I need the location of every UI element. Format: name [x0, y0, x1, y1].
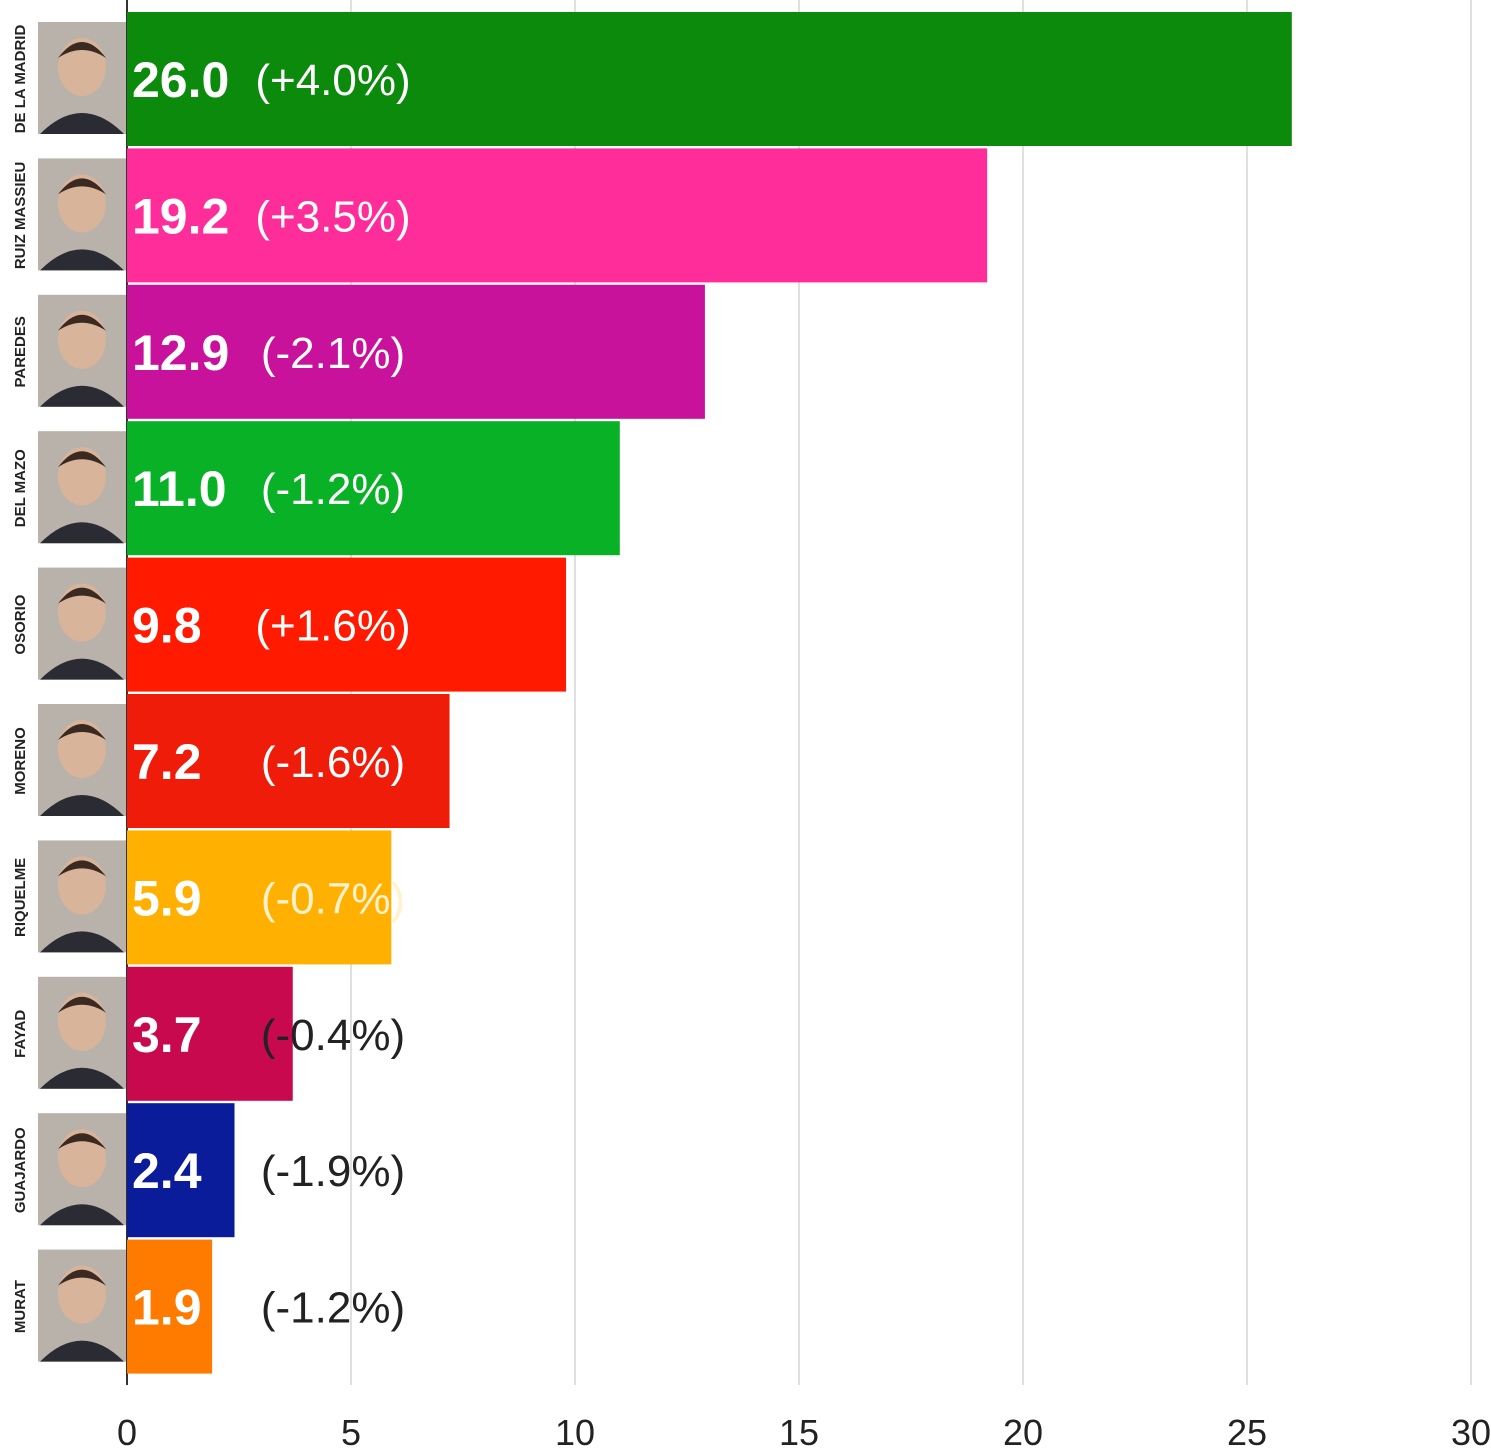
- bar: [127, 694, 450, 828]
- change-label: (+3.5%): [255, 192, 410, 241]
- x-tick-label: 15: [779, 1412, 819, 1451]
- shoulders-shape: [40, 1204, 124, 1226]
- candidate-photo: [38, 22, 126, 134]
- candidate-photo: [38, 1113, 126, 1226]
- change-label: (-1.9%): [261, 1147, 405, 1196]
- change-label: (-1.6%): [261, 738, 405, 787]
- value-label: 2.4: [132, 1143, 202, 1199]
- bar: [127, 421, 620, 556]
- candidate-name: MURAT: [12, 1280, 29, 1333]
- face-shape: [58, 1129, 106, 1188]
- value-label: 12.9: [132, 325, 229, 381]
- value-label: 9.8: [132, 598, 202, 654]
- change-label: (-0.4%): [261, 1011, 405, 1060]
- change-label: (+1.6%): [255, 602, 410, 651]
- bars: [127, 12, 1292, 1374]
- face-shape: [58, 856, 106, 915]
- x-tick-label: 0: [117, 1412, 137, 1451]
- change-label: (-0.7%): [261, 874, 405, 923]
- shoulders-shape: [40, 1067, 124, 1089]
- change-label: (-1.2%): [261, 1284, 405, 1333]
- hair-shape: [58, 996, 106, 1013]
- candidate-photos: [38, 22, 126, 1362]
- change-labels: (+4.0%) (+3.5%) (-2.1%) (-1.2%) (+1.6%) (-1.6…: [255, 56, 410, 1333]
- value-label: 5.9: [132, 870, 202, 926]
- candidate-photo: [38, 1249, 126, 1362]
- candidate-name: MORENO: [12, 727, 29, 795]
- candidate-photo: [38, 567, 126, 680]
- shoulders-shape: [40, 522, 124, 544]
- bar: [127, 966, 293, 1101]
- shoulders-shape: [40, 931, 124, 953]
- candidate-photo: [38, 704, 126, 816]
- hair-shape: [58, 724, 106, 740]
- change-label: (-1.2%): [261, 465, 405, 514]
- candidate-name: GUAJARDO: [12, 1127, 29, 1213]
- face-shape: [58, 447, 106, 506]
- face-shape: [58, 38, 106, 96]
- bar: [127, 1103, 235, 1238]
- x-axis-ticks: 0 5 10 15 20 25 30: [117, 1412, 1491, 1451]
- x-tick-label: 20: [1003, 1412, 1043, 1451]
- change-label: (-2.1%): [261, 329, 405, 378]
- hair-shape: [58, 42, 106, 58]
- shoulders-shape: [40, 385, 124, 407]
- x-tick-label: 10: [555, 1412, 595, 1451]
- value-label: 26.0: [132, 52, 229, 108]
- bar: [127, 12, 1292, 146]
- hair-shape: [58, 860, 106, 877]
- candidate-photo: [38, 840, 126, 953]
- candidate-photo: [38, 294, 126, 407]
- face-shape: [58, 583, 106, 642]
- face-shape: [58, 992, 106, 1051]
- x-tick-label: 25: [1227, 1412, 1267, 1451]
- face-shape: [58, 720, 106, 778]
- bar: [127, 148, 988, 283]
- hair-shape: [58, 1269, 106, 1286]
- value-label: 11.0: [132, 461, 227, 517]
- hair-shape: [58, 1133, 106, 1150]
- hair-shape: [58, 587, 106, 604]
- shoulders-shape: [40, 113, 124, 134]
- value-label: 19.2: [132, 188, 229, 244]
- candidate-photo: [38, 158, 126, 271]
- candidate-name: FAYAD: [12, 1010, 29, 1058]
- shoulders-shape: [40, 658, 124, 680]
- candidate-names: DE LA MADRID RUIZ MASSIEU PAREDES DEL MAZO O…: [12, 25, 29, 1334]
- face-shape: [58, 1265, 106, 1324]
- candidate-name: RIQUELME: [12, 858, 29, 937]
- bar: [127, 1239, 213, 1374]
- candidate-photo: [38, 976, 126, 1089]
- shoulders-shape: [40, 249, 124, 271]
- hair-shape: [58, 451, 106, 468]
- bar: [127, 284, 705, 419]
- value-label: 1.9: [132, 1280, 202, 1336]
- value-label: 7.2: [132, 734, 202, 790]
- candidate-name: DE LA MADRID: [12, 25, 29, 134]
- change-label: (+4.0%): [255, 56, 410, 105]
- candidate-name: PAREDES: [12, 316, 29, 387]
- hair-shape: [58, 178, 106, 195]
- candidate-name: DEL MAZO: [12, 449, 29, 527]
- shoulders-shape: [40, 1340, 124, 1362]
- face-shape: [58, 174, 106, 233]
- face-shape: [58, 310, 106, 369]
- candidate-name: OSORIO: [12, 594, 29, 654]
- candidate-name: RUIZ MASSIEU: [12, 162, 29, 270]
- x-tick-label: 5: [341, 1412, 361, 1451]
- shoulders-shape: [40, 795, 124, 816]
- bar: [127, 557, 567, 692]
- hair-shape: [58, 314, 106, 331]
- bar: [127, 830, 392, 965]
- value-label: 3.7: [132, 1007, 202, 1063]
- candidate-photo: [38, 431, 126, 544]
- value-labels: 26.0 19.2 12.9 11.0 9.8 7.2 5.9 3.7 2.4 1.9: [132, 52, 229, 1336]
- x-tick-label: 30: [1451, 1412, 1491, 1451]
